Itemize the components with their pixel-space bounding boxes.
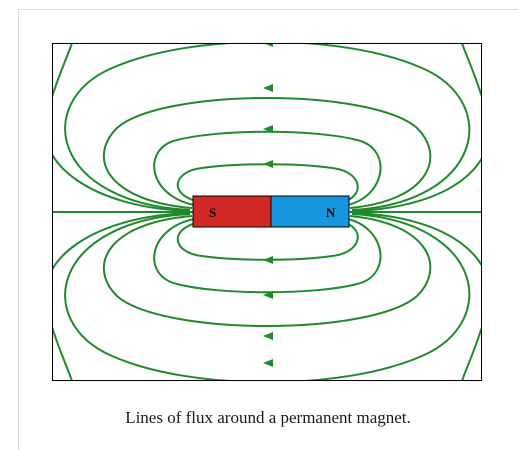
field-line-bottom-2: [153, 218, 382, 294]
arrow-bottom-2: [263, 291, 273, 299]
figure-caption: Lines of flux around a permanent magnet.: [125, 408, 411, 427]
magnet-north-pole: [270, 195, 350, 228]
field-line-top-3: [102, 97, 432, 209]
field-line-bottom-1: [176, 222, 359, 261]
field-line-bottom-4: [64, 213, 471, 381]
field-line-top-5: [52, 43, 191, 212]
north-label: N: [326, 205, 336, 220]
magnet-field-diagram: S N: [52, 43, 482, 381]
arrow-top-2: [263, 125, 273, 133]
field-line-bottom-3: [102, 215, 432, 327]
arrow-bottom-3: [263, 332, 273, 340]
figure-border: [52, 43, 482, 381]
field-line-top-4: [64, 43, 471, 211]
field-line-bottom-5: [52, 212, 191, 381]
field-line-bottom-6: [351, 212, 482, 381]
field-line-top-1: [176, 163, 359, 202]
arrow-top-1: [263, 160, 273, 168]
arrow-top-3: [263, 84, 273, 92]
arrow-bottom-4: [263, 359, 273, 367]
magnet-south-pole: [192, 195, 272, 228]
arrow-bottom-1: [263, 256, 273, 264]
field-line-top-6: [351, 43, 482, 212]
bar-magnet: S N: [192, 195, 350, 228]
south-label: S: [209, 205, 216, 220]
field-line-top-2: [153, 130, 382, 206]
